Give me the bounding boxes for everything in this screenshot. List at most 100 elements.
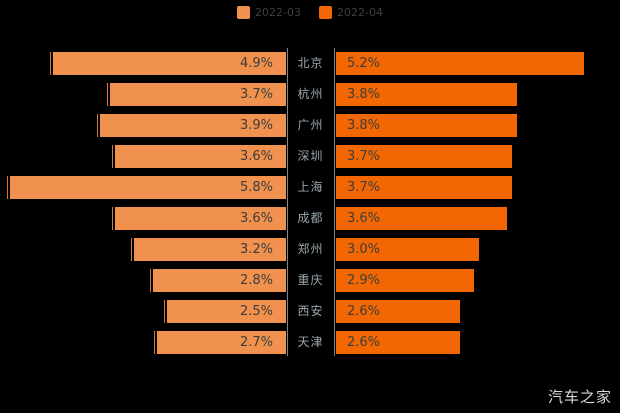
chart-row: 3.6% 深圳 3.7% (0, 145, 620, 168)
bar-2022-04: 2.9% (336, 269, 475, 292)
chart-row: 3.6% 成都 3.6% (0, 207, 620, 230)
right-series-axis-line (334, 48, 335, 356)
category-zone: 杭州 (287, 83, 334, 106)
bar-value-label: 3.0% (347, 242, 381, 257)
watermark: 汽车之家 (547, 388, 612, 406)
category-label: 上海 (297, 180, 324, 194)
left-bar-zone: 5.8% (0, 176, 287, 199)
legend-item-period-2[interactable]: 2022-04 (319, 6, 383, 19)
bar-value-label: 3.6% (239, 149, 273, 164)
bar-value-label: 3.7% (347, 149, 381, 164)
right-bar-zone: 3.7% (334, 145, 620, 168)
bar-2022-03: 2.7% (154, 331, 286, 354)
bar-value-label: 5.2% (347, 56, 381, 71)
category-zone: 西安 (287, 300, 334, 323)
bar-value-label: 3.6% (347, 211, 381, 226)
chart-row: 3.9% 广州 3.8% (0, 114, 620, 137)
category-zone: 成都 (287, 207, 334, 230)
legend-item-period-1[interactable]: 2022-03 (237, 6, 301, 19)
chart-row: 2.5% 西安 2.6% (0, 300, 620, 323)
plot-area: 4.9% 北京 5.2% 3.7% 杭州 3.8% 3.9% 广州 3.8% 3.6% 深圳 3.7%… (0, 48, 620, 364)
category-label: 杭州 (297, 87, 324, 101)
legend-label-period-2: 2022-04 (337, 6, 383, 19)
bar-2022-03: 3.7% (106, 83, 286, 106)
bar-value-label: 5.8% (239, 180, 273, 195)
chart-row: 3.7% 杭州 3.8% (0, 83, 620, 106)
right-bar-zone: 3.8% (334, 83, 620, 106)
left-series-axis-line (287, 48, 288, 356)
bar-2022-04: 2.6% (336, 331, 460, 354)
bar-2022-03: 3.2% (130, 238, 286, 261)
bar-value-label: 3.9% (239, 118, 273, 133)
bar-2022-04: 5.2% (336, 52, 584, 75)
left-bar-zone: 2.8% (0, 269, 287, 292)
category-zone: 郑州 (287, 238, 334, 261)
left-bar-zone: 2.5% (0, 300, 287, 323)
category-zone: 广州 (287, 114, 334, 137)
chart-row: 4.9% 北京 5.2% (0, 52, 620, 75)
right-bar-zone: 3.6% (334, 207, 620, 230)
bar-2022-03: 4.9% (49, 52, 286, 75)
bar-2022-04: 3.0% (336, 238, 479, 261)
chart-legend: 2022-03 2022-04 (0, 6, 620, 19)
bar-value-label: 2.6% (347, 304, 381, 319)
bar-value-label: 2.8% (239, 273, 273, 288)
left-bar-zone: 3.2% (0, 238, 287, 261)
category-label: 广州 (297, 118, 324, 132)
bar-2022-04: 3.7% (336, 176, 513, 199)
category-zone: 深圳 (287, 145, 334, 168)
bar-value-label: 2.5% (239, 304, 273, 319)
category-label: 成都 (297, 211, 324, 225)
legend-label-period-1: 2022-03 (255, 6, 301, 19)
bar-2022-04: 3.7% (336, 145, 513, 168)
left-bar-zone: 3.9% (0, 114, 287, 137)
bar-rows: 4.9% 北京 5.2% 3.7% 杭州 3.8% 3.9% 广州 3.8% 3.6% 深圳 3.7%… (0, 52, 620, 362)
right-bar-zone: 2.6% (334, 300, 620, 323)
category-label: 北京 (297, 56, 324, 70)
category-label: 天津 (297, 335, 324, 349)
bar-2022-03: 3.6% (111, 207, 286, 230)
bar-2022-03: 3.9% (97, 114, 286, 137)
bar-value-label: 3.7% (347, 180, 381, 195)
right-bar-zone: 2.9% (334, 269, 620, 292)
bar-value-label: 3.8% (347, 87, 381, 102)
chart-row: 2.8% 重庆 2.9% (0, 269, 620, 292)
category-zone: 北京 (287, 52, 334, 75)
category-label: 西安 (297, 304, 324, 318)
bar-2022-03: 2.8% (149, 269, 286, 292)
bar-2022-04: 3.8% (336, 114, 517, 137)
category-zone: 天津 (287, 331, 334, 354)
right-bar-zone: 3.7% (334, 176, 620, 199)
left-bar-zone: 3.6% (0, 145, 287, 168)
right-bar-zone: 2.6% (334, 331, 620, 354)
bar-value-label: 2.6% (347, 335, 381, 350)
bar-value-label: 3.7% (239, 87, 273, 102)
bar-2022-03: 5.8% (6, 176, 286, 199)
category-label: 重庆 (297, 273, 324, 287)
bar-value-label: 3.6% (239, 211, 273, 226)
right-bar-zone: 3.0% (334, 238, 620, 261)
legend-swatch-light-icon (237, 6, 251, 19)
chart-row: 3.2% 郑州 3.0% (0, 238, 620, 261)
category-zone: 上海 (287, 176, 334, 199)
bar-2022-03: 2.5% (164, 300, 286, 323)
legend-swatch-dark-icon (319, 6, 332, 19)
right-bar-zone: 3.8% (334, 114, 620, 137)
category-label: 深圳 (297, 149, 324, 163)
left-bar-zone: 3.6% (0, 207, 287, 230)
category-label: 郑州 (297, 242, 324, 256)
bar-2022-04: 3.6% (336, 207, 508, 230)
left-bar-zone: 4.9% (0, 52, 287, 75)
bar-value-label: 2.9% (347, 273, 381, 288)
category-zone: 重庆 (287, 269, 334, 292)
bar-2022-04: 2.6% (336, 300, 460, 323)
bar-value-label: 2.7% (239, 335, 273, 350)
bar-value-label: 3.2% (239, 242, 273, 257)
bar-2022-04: 3.8% (336, 83, 517, 106)
chart-row: 5.8% 上海 3.7% (0, 176, 620, 199)
bar-value-label: 3.8% (347, 118, 381, 133)
chart-row: 2.7% 天津 2.6% (0, 331, 620, 354)
bar-value-label: 4.9% (239, 56, 273, 71)
left-bar-zone: 3.7% (0, 83, 287, 106)
